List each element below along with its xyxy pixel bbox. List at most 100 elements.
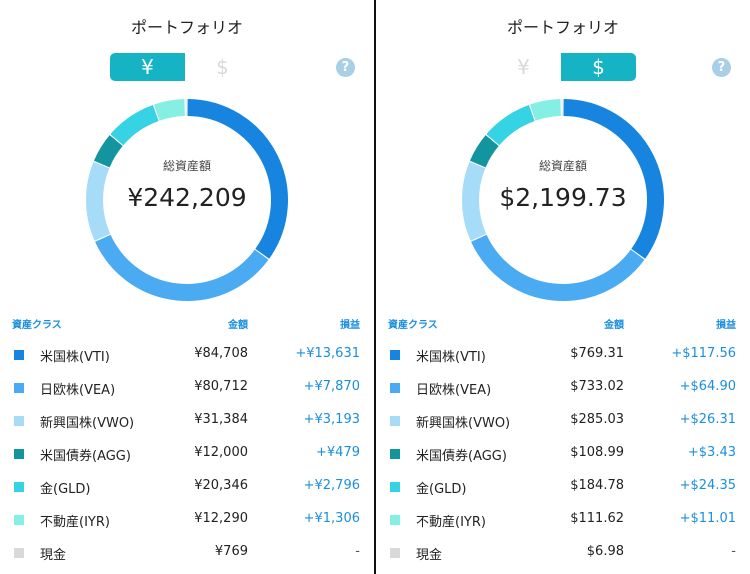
help-icon[interactable]: ? [712, 58, 731, 77]
asset-class-header[interactable]: 資産クラス [12, 320, 62, 331]
asset-name: 不動産(IYR) [416, 515, 486, 530]
total-assets-label: 総資産額 [162, 159, 211, 173]
asset-name: 不動産(IYR) [40, 515, 110, 530]
profit-loss-header[interactable]: 損益 [716, 320, 736, 331]
asset-row[interactable]: 米国株(VTI) ¥84,708 +¥13,631 [0, 346, 374, 366]
donut-segment [530, 99, 562, 121]
color-swatch [390, 350, 400, 360]
asset-profit-loss: +¥7,870 [303, 379, 360, 394]
donut-segment [187, 99, 288, 259]
asset-amount: ¥12,290 [194, 511, 248, 526]
asset-class-header[interactable]: 資産クラス [388, 320, 438, 331]
yen-toggle-button[interactable]: ¥ [486, 53, 561, 81]
asset-name: 日欧株(VEA) [416, 383, 492, 398]
asset-profit-loss: +$26.31 [679, 412, 736, 427]
total-assets-value: ¥242,209 [127, 183, 247, 212]
currency-toggle: ¥ $ [110, 53, 260, 81]
color-swatch [390, 482, 400, 492]
asset-amount: ¥20,346 [194, 478, 248, 493]
asset-row[interactable]: 日欧株(VEA) ¥80,712 +¥7,870 [0, 379, 374, 399]
asset-name: 米国債券(AGG) [40, 449, 131, 464]
total-assets-value: $2,199.73 [499, 183, 627, 212]
donut-segment [563, 99, 664, 259]
allocation-donut-chart [462, 99, 664, 301]
asset-profit-loss: +$11.01 [679, 511, 736, 526]
amount-header[interactable]: 金額 [228, 320, 248, 331]
asset-profit-loss: +¥479 [316, 445, 360, 460]
donut-segment [86, 161, 111, 241]
total-assets-label: 総資産額 [538, 159, 587, 173]
asset-amount: $184.78 [570, 478, 624, 493]
portfolio-panel-usd: ポートフォリオ ¥ $ ? 総資産額 $2,199.73 資産クラス 金額 損益… [376, 0, 750, 574]
color-swatch [14, 548, 24, 558]
asset-row[interactable]: 現金 ¥769 - [0, 544, 374, 564]
asset-row[interactable]: 新興国株(VWO) $285.03 +$26.31 [376, 412, 750, 432]
asset-profit-loss: - [731, 544, 736, 559]
asset-amount: $108.99 [570, 445, 624, 460]
page-title: ポートフォリオ [506, 18, 619, 37]
asset-row[interactable]: 米国債券(AGG) ¥12,000 +¥479 [0, 445, 374, 465]
asset-amount: ¥80,712 [194, 379, 248, 394]
asset-row[interactable]: 新興国株(VWO) ¥31,384 +¥3,193 [0, 412, 374, 432]
donut-segment [469, 135, 499, 168]
help-icon[interactable]: ? [336, 58, 355, 77]
color-swatch [14, 482, 24, 492]
asset-name: 米国債券(AGG) [416, 449, 507, 464]
portfolio-panel-yen: ポートフォリオ ¥ $ ? 総資産額 ¥242,209 資産クラス 金額 損益 … [0, 0, 374, 574]
asset-name: 米国株(VTI) [40, 350, 110, 365]
asset-amount: ¥769 [214, 544, 248, 559]
asset-profit-loss: +$24.35 [679, 478, 736, 493]
asset-profit-loss: +¥1,306 [303, 511, 360, 526]
asset-amount: $111.62 [570, 511, 624, 526]
color-swatch [14, 350, 24, 360]
asset-name: 現金 [40, 548, 67, 563]
asset-name: 新興国株(VWO) [416, 416, 511, 431]
allocation-donut-chart [86, 99, 288, 301]
asset-row[interactable]: 米国債券(AGG) $108.99 +$3.43 [376, 445, 750, 465]
asset-amount: ¥84,708 [194, 346, 248, 361]
asset-profit-loss: +$3.43 [687, 445, 736, 460]
asset-row[interactable]: 不動産(IYR) $111.62 +$11.01 [376, 511, 750, 531]
donut-segment [110, 104, 159, 146]
asset-amount: $6.98 [586, 544, 624, 559]
color-swatch [14, 416, 24, 426]
donut-segment [486, 104, 535, 146]
page-title: ポートフォリオ [130, 18, 243, 37]
asset-amount: $769.31 [570, 346, 624, 361]
currency-toggle: ¥ $ [486, 53, 636, 81]
asset-row[interactable]: 不動産(IYR) ¥12,290 +¥1,306 [0, 511, 374, 531]
dollar-toggle-button[interactable]: $ [185, 53, 260, 81]
profit-loss-header[interactable]: 損益 [340, 320, 360, 331]
asset-amount: ¥12,000 [194, 445, 248, 460]
asset-name: 米国株(VTI) [416, 350, 486, 365]
asset-amount: $733.02 [570, 379, 624, 394]
color-swatch [390, 548, 400, 558]
color-swatch [14, 449, 24, 459]
asset-profit-loss: - [355, 544, 360, 559]
asset-row[interactable]: 金(GLD) ¥20,346 +¥2,796 [0, 478, 374, 498]
asset-row[interactable]: 現金 $6.98 - [376, 544, 750, 564]
color-swatch [390, 515, 400, 525]
color-swatch [390, 449, 400, 459]
donut-segment [154, 99, 186, 121]
asset-name: 金(GLD) [416, 482, 467, 497]
asset-row[interactable]: 金(GLD) $184.78 +$24.35 [376, 478, 750, 498]
color-swatch [14, 383, 24, 393]
asset-profit-loss: +¥3,193 [303, 412, 360, 427]
color-swatch [390, 383, 400, 393]
donut-segment [471, 234, 645, 301]
dollar-toggle-button[interactable]: $ [561, 53, 636, 81]
yen-toggle-button[interactable]: ¥ [110, 53, 185, 81]
asset-name: 日欧株(VEA) [40, 383, 116, 398]
asset-name: 金(GLD) [40, 482, 91, 497]
donut-segment [93, 135, 123, 168]
asset-amount: $285.03 [570, 412, 624, 427]
donut-segment [462, 161, 487, 241]
asset-row[interactable]: 米国株(VTI) $769.31 +$117.56 [376, 346, 750, 366]
asset-profit-loss: +$117.56 [671, 346, 736, 361]
amount-header[interactable]: 金額 [604, 320, 624, 331]
asset-row[interactable]: 日欧株(VEA) $733.02 +$64.90 [376, 379, 750, 399]
asset-profit-loss: +¥2,796 [303, 478, 360, 493]
asset-profit-loss: +$64.90 [679, 379, 736, 394]
asset-amount: ¥31,384 [194, 412, 248, 427]
